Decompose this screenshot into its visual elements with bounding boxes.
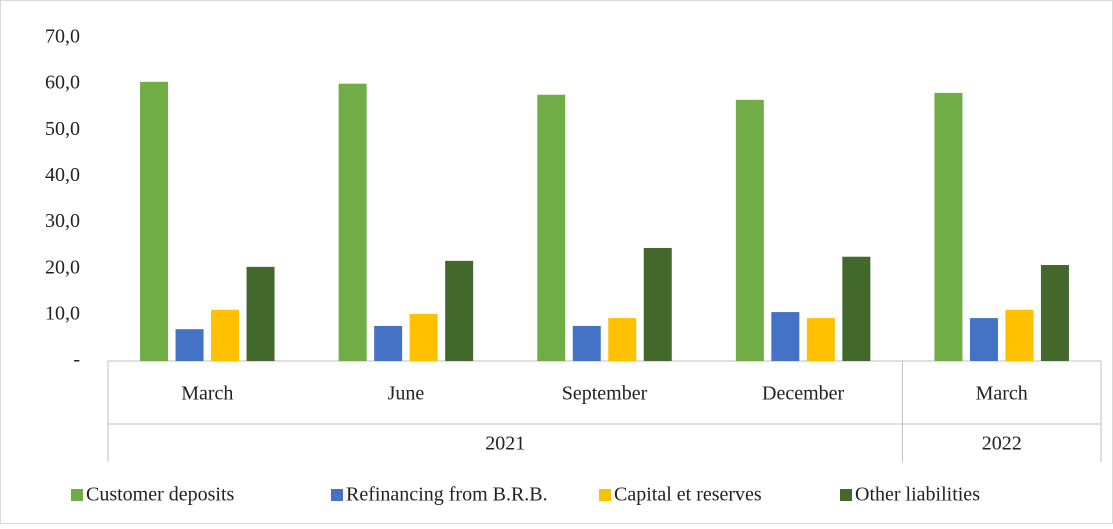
bar xyxy=(969,318,998,361)
bar xyxy=(246,266,275,361)
bar xyxy=(934,92,963,361)
bar xyxy=(445,260,474,361)
bar xyxy=(409,313,438,361)
bar xyxy=(842,256,871,361)
bar xyxy=(735,99,764,362)
y-tick-label: - xyxy=(73,349,80,371)
bar xyxy=(572,325,601,361)
x-tick-label: March xyxy=(976,383,1028,405)
y-tick-label: 10,0 xyxy=(45,302,80,324)
legend-swatch xyxy=(331,489,343,501)
bar xyxy=(140,81,169,361)
bar xyxy=(1005,309,1034,361)
y-tick-label: 50,0 xyxy=(45,118,80,140)
legend-swatch xyxy=(599,489,611,501)
bar xyxy=(374,325,403,361)
bar xyxy=(608,318,637,361)
y-tick-label: 30,0 xyxy=(45,210,80,232)
bar xyxy=(537,94,566,362)
x-tick-label: September xyxy=(562,383,648,405)
group-label: 2021 xyxy=(485,433,525,455)
x-tick-label: December xyxy=(762,383,845,405)
legend-label: Other liabilities xyxy=(855,484,980,506)
x-tick-label: June xyxy=(388,383,425,405)
x-tick-label: March xyxy=(181,383,233,405)
bar xyxy=(338,83,367,361)
bar xyxy=(1040,265,1069,361)
y-tick-label: 20,0 xyxy=(45,256,80,278)
bar xyxy=(175,329,204,361)
y-tick-label: 60,0 xyxy=(45,72,80,94)
y-tick-label: 40,0 xyxy=(45,164,80,186)
legend-swatch xyxy=(71,489,83,501)
group-label: 2022 xyxy=(982,433,1022,455)
legend-label: Capital et reserves xyxy=(614,484,762,506)
y-tick-label: 70,0 xyxy=(45,26,80,48)
bar xyxy=(806,318,835,361)
bar xyxy=(211,309,240,361)
bar xyxy=(643,247,672,361)
bar xyxy=(771,312,800,361)
legend-swatch xyxy=(840,489,852,501)
legend-label: Customer deposits xyxy=(86,484,235,506)
legend-label: Refinancing from B.R.B. xyxy=(346,484,548,506)
